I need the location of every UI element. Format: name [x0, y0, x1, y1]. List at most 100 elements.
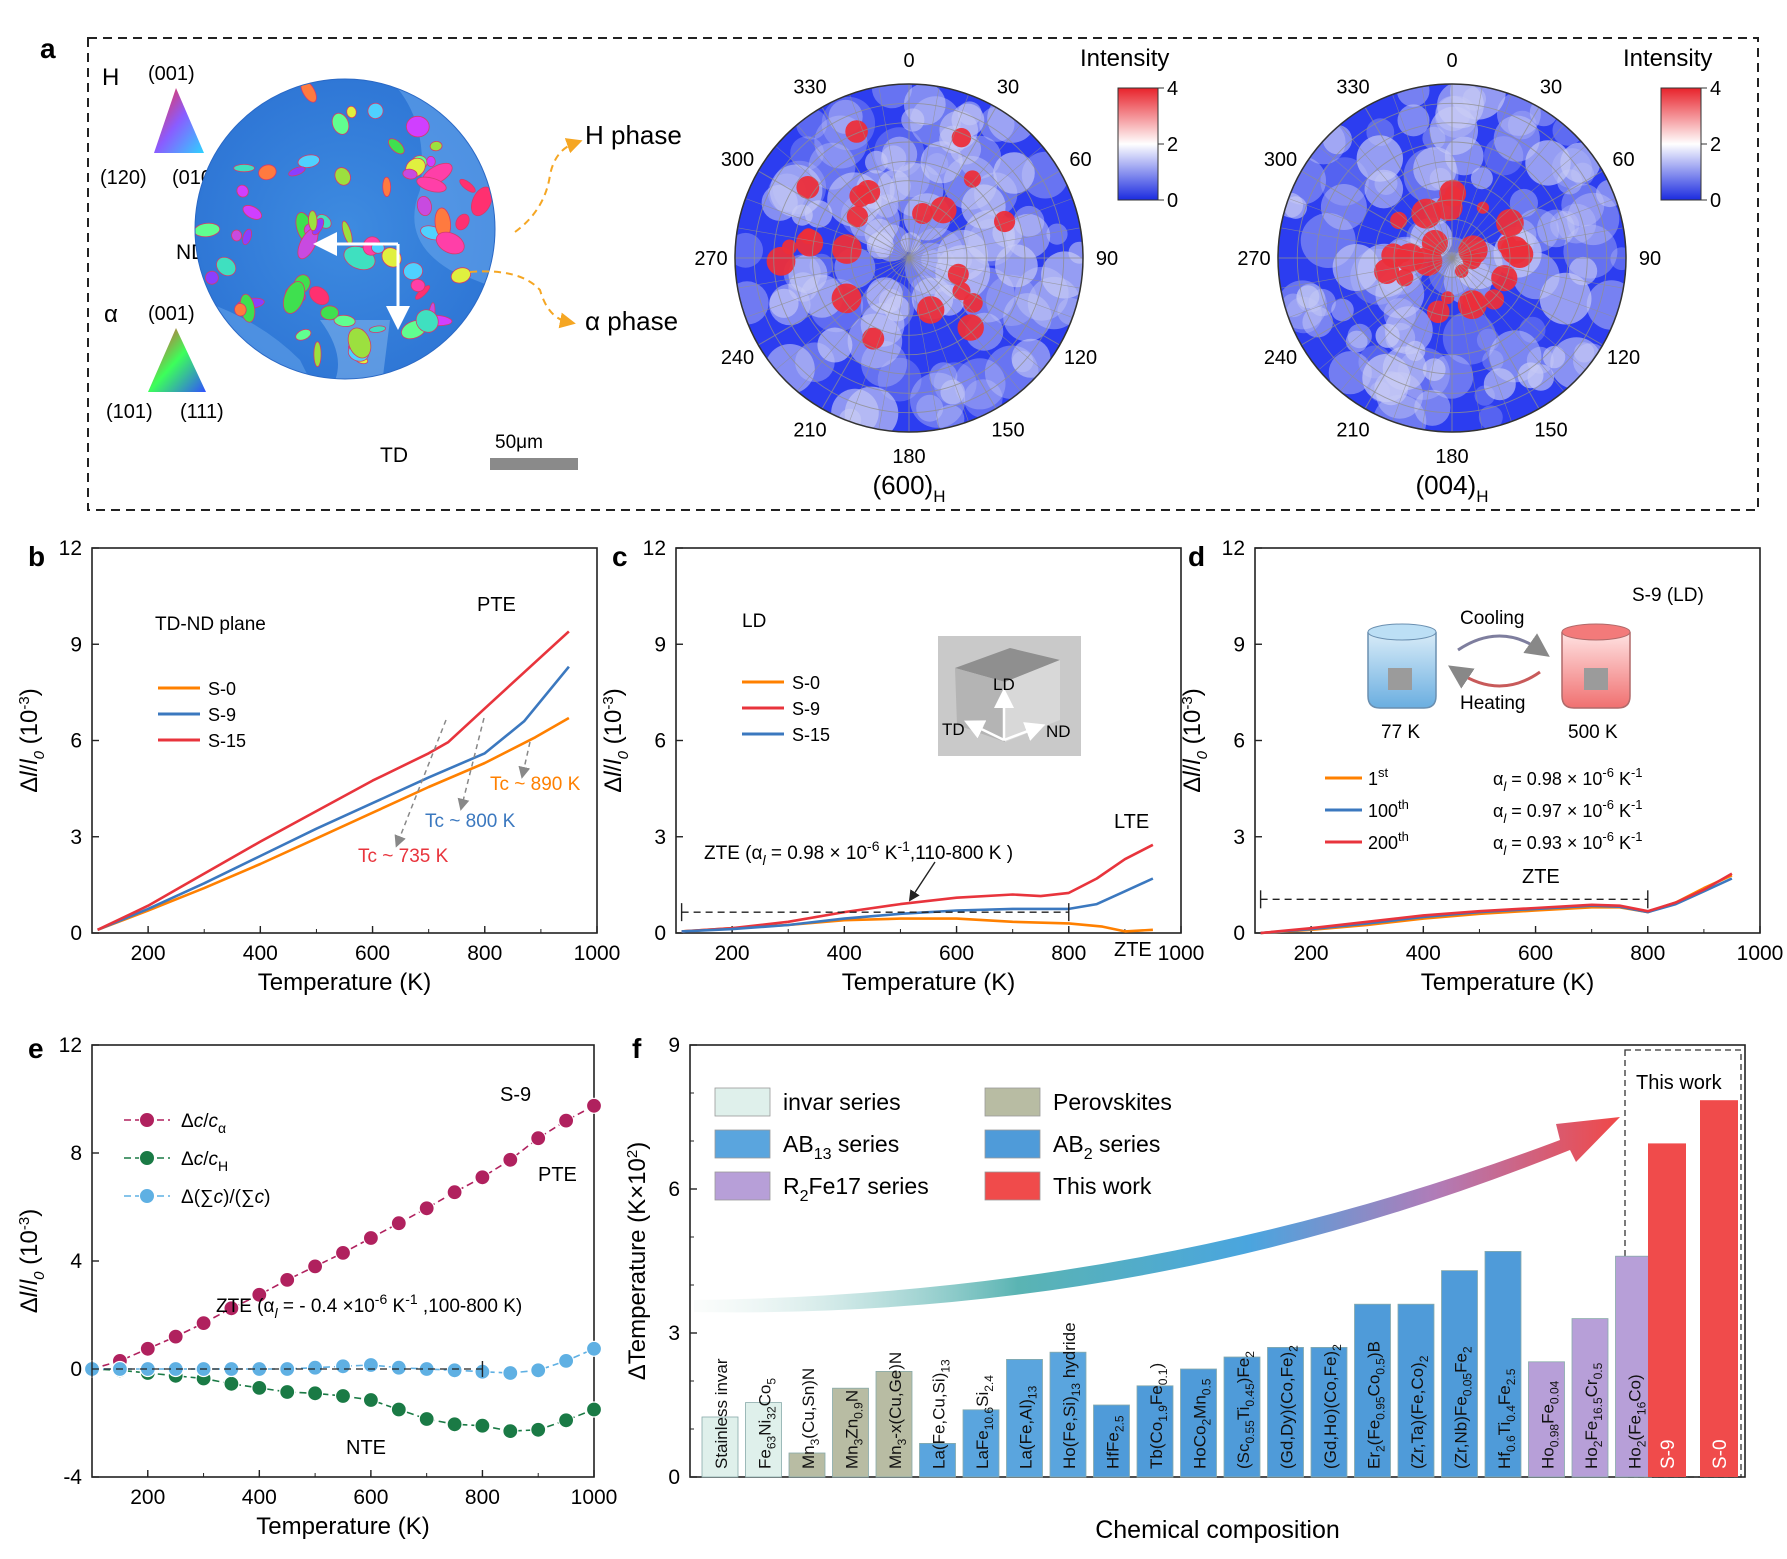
cold-sample	[1388, 668, 1412, 690]
y-tick-label: 12	[59, 537, 82, 560]
pole-figure-spoke	[758, 257, 910, 346]
pole-figure-blob	[1302, 306, 1333, 338]
y-tick-label: 0	[70, 1358, 82, 1381]
bar-22	[1648, 1143, 1686, 1477]
pole-figure-spoke	[1451, 257, 1540, 409]
pole-figure-hotspot	[1462, 291, 1483, 312]
x-axis-label: Temperature (K)	[256, 1513, 429, 1540]
y-tick-label: 12	[1222, 537, 1245, 560]
pole-figure-hotspot	[1427, 300, 1450, 324]
data-point-series-2	[334, 1358, 352, 1375]
pole-figure-hotspot	[951, 128, 972, 148]
pole-figure-blob	[1556, 203, 1597, 244]
pole-figure-blob	[1551, 148, 1592, 189]
alpha-phase-arrow	[469, 270, 576, 329]
pole-figure-angle-label: 330	[793, 77, 826, 99]
pole-figure-blob	[1003, 293, 1052, 342]
ebsd-grain	[233, 164, 255, 173]
bar-label-1: Fe63Ni32Co5	[756, 1378, 779, 1469]
pole-figure-spoke	[758, 170, 910, 259]
bar-12	[1223, 1356, 1261, 1478]
y-tick-label: 6	[654, 730, 666, 753]
h-symbol: H	[102, 64, 119, 91]
h-legend-left: (120)	[100, 167, 147, 189]
ebsd-map-border	[194, 78, 496, 380]
ebsd-grain	[297, 154, 320, 168]
pole-figure-spoke	[1451, 170, 1603, 259]
series-line-S-15	[681, 877, 1154, 933]
pole-figure-blob	[1373, 394, 1427, 432]
y-tick-label: 0	[668, 1466, 680, 1489]
x-tick-label: 400	[242, 1486, 277, 1509]
legend-swatch	[984, 1171, 1041, 1201]
pole-figure-spoke	[908, 145, 1043, 259]
pole-figure-blob	[790, 136, 824, 171]
bar-label-16: (Zr,Ta)(Fe,Co)2	[1408, 1355, 1431, 1469]
legend-alpha: αl = 0.98 × 10-6 K-1	[1493, 765, 1643, 794]
pole-figure-spoke	[1318, 257, 1453, 371]
annotation-plane: TD-ND plane	[155, 614, 266, 635]
pole-figure-spoke	[745, 257, 910, 318]
ebsd-grain	[313, 341, 322, 368]
bar-8	[1049, 1351, 1087, 1478]
annotation-zte-text: ZTE (αl = - 0.4 ×10-6 K-1 ,100-800 K)	[216, 1291, 522, 1321]
pole-figure-blob	[1586, 280, 1626, 330]
pole-figure-angle-label: 330	[1336, 77, 1369, 99]
ebsd-grain	[309, 286, 330, 306]
pole-figure-hotspot	[957, 314, 984, 341]
pole-figure-blob	[1429, 106, 1479, 155]
pole-figure-spoke	[908, 257, 1081, 289]
pole-figure-angle-label: 210	[793, 420, 826, 442]
h-phase-arrow	[514, 138, 583, 233]
pole-figure-spoke	[821, 107, 910, 259]
legend-label: R2Fe17 series	[783, 1173, 929, 1205]
bar-23	[1700, 1100, 1738, 1477]
data-point-series-2	[530, 1362, 547, 1379]
ebsd-grain	[195, 222, 221, 238]
annotation-nte: NTE	[346, 1437, 386, 1459]
pole-figure-blob	[1296, 285, 1320, 309]
x-tick-label: 600	[939, 942, 974, 965]
data-point-series-0	[418, 1200, 435, 1217]
ebsd-grain	[334, 167, 351, 186]
colorbar-tick-label: 2	[1167, 134, 1178, 156]
pole-figure-blob	[1356, 135, 1404, 182]
pole-figure-hotspot	[845, 120, 868, 143]
series-line-1st	[1260, 874, 1733, 935]
alpha-phase-label: α phase	[585, 306, 678, 336]
series-line-200th	[1260, 872, 1733, 935]
pole-figure-title: (600)H	[873, 470, 946, 506]
y-tick-label: 3	[70, 826, 82, 849]
legend-label: S-9	[792, 699, 820, 719]
ebsd-grain	[402, 168, 418, 180]
h-ipf-triangle	[154, 88, 204, 153]
data-point-series-0	[474, 1169, 491, 1186]
pole-figure-blob	[769, 283, 811, 326]
data-point-series-1	[530, 1421, 547, 1438]
legend-label: 1st	[1368, 765, 1389, 789]
plot-frame	[689, 1044, 1746, 1478]
y-tick-label: 8	[70, 1142, 82, 1165]
data-point-series-1	[502, 1422, 519, 1440]
series-line-S-0	[97, 716, 570, 932]
annotation-tc_735: Tc ~ 735 K	[358, 846, 449, 867]
pole-figure-blob	[1331, 298, 1354, 322]
x-tick-label: 600	[355, 942, 390, 965]
y-axis-label: Δl/l0 (10-3)	[1179, 688, 1211, 792]
pole-figure-blob	[1301, 120, 1346, 165]
annotation-sample: S-9 (LD)	[1632, 585, 1704, 606]
bar-label-5: La(Fe,Cu,Si)13	[930, 1359, 953, 1469]
x-axis-label: Temperature (K)	[1421, 969, 1594, 996]
ebsd-grain	[435, 231, 465, 255]
x-tick-label: 1000	[571, 1486, 618, 1509]
alpha-ipf-triangle	[148, 328, 206, 392]
data-point-series-0	[251, 1286, 268, 1303]
ebsd-grain	[216, 256, 237, 277]
y-tick-label: 12	[59, 1034, 82, 1057]
pole-figure-blob	[1442, 311, 1497, 365]
x-tick-label: 800	[1051, 942, 1086, 965]
x-axis-label: Temperature (K)	[258, 969, 431, 996]
colorbar-tick-label: 4	[1710, 78, 1721, 100]
cold-beaker-rim	[1367, 623, 1437, 641]
ebsd-grain	[236, 184, 249, 198]
